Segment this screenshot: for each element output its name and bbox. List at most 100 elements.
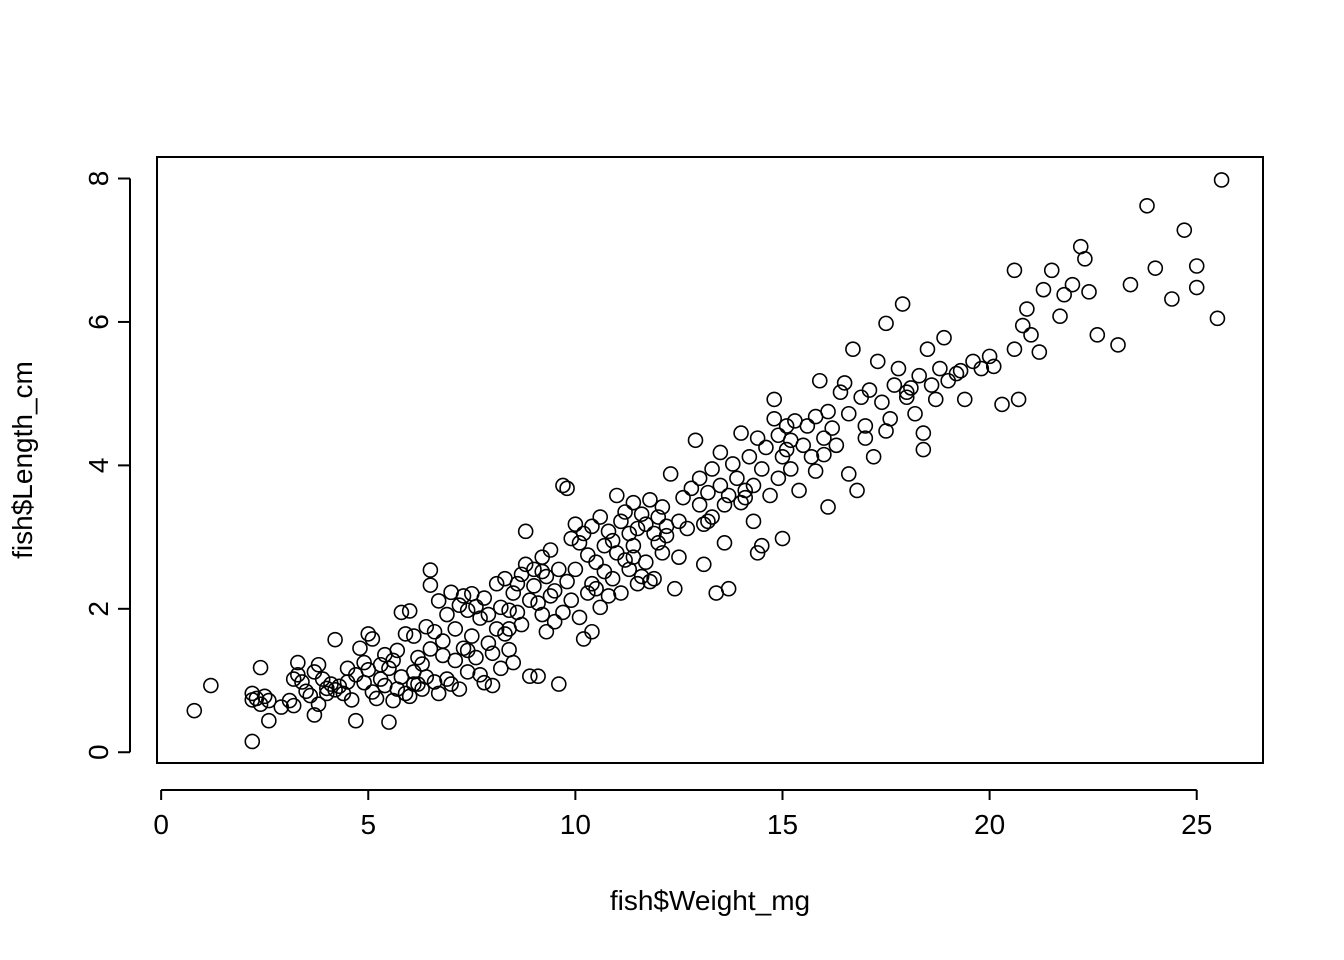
- data-point: [1043, 262, 1060, 279]
- data-point: [704, 509, 720, 525]
- data-point: [584, 623, 600, 640]
- data-point: [435, 633, 451, 649]
- y-tick-label: 6: [83, 314, 114, 330]
- data-point: [476, 590, 493, 606]
- data-point: [186, 702, 203, 719]
- data-point: [488, 575, 505, 592]
- data-point: [733, 425, 749, 441]
- data-point: [907, 405, 923, 422]
- data-point: [327, 631, 343, 648]
- data-point: [737, 489, 754, 506]
- data-point: [625, 494, 642, 511]
- data-point: [546, 583, 563, 599]
- data-point: [451, 597, 468, 614]
- plot-frame: [156, 156, 1264, 764]
- data-point: [1006, 262, 1023, 279]
- data-point: [252, 696, 269, 712]
- data-point: [447, 652, 464, 669]
- data-point: [886, 377, 903, 393]
- data-point: [422, 562, 439, 578]
- x-tick-label: 10: [560, 809, 591, 840]
- data-point: [592, 599, 609, 616]
- x-axis-label: fish$Weight_mg: [610, 885, 810, 916]
- data-point: [244, 733, 261, 750]
- data-point: [704, 461, 720, 477]
- data-point: [505, 654, 522, 671]
- data-point: [737, 482, 754, 499]
- data-point: [658, 527, 675, 544]
- data-point: [712, 477, 729, 494]
- data-point: [824, 420, 840, 436]
- data-point: [836, 375, 853, 391]
- data-point: [683, 480, 700, 497]
- data-point: [994, 396, 1010, 413]
- data-point: [310, 696, 327, 712]
- x-axis: 0 5 10 15 20 25: [153, 789, 1212, 840]
- data-point: [567, 516, 584, 532]
- data-point: [604, 570, 621, 587]
- data-point: [298, 683, 314, 700]
- data-point: [729, 470, 745, 487]
- data-point: [894, 296, 911, 312]
- data-point: [406, 628, 422, 644]
- data-point: [774, 530, 791, 547]
- data-point: [422, 641, 439, 657]
- data-point: [285, 697, 302, 714]
- data-point: [903, 380, 919, 396]
- data-point: [480, 635, 497, 652]
- data-point: [571, 535, 588, 551]
- data-point: [778, 418, 795, 434]
- data-point: [352, 640, 368, 657]
- data-point: [778, 441, 795, 458]
- data-point: [654, 499, 671, 515]
- data-point: [625, 537, 642, 554]
- data-point: [542, 542, 559, 558]
- data-point: [919, 341, 936, 357]
- data-point: [613, 513, 629, 530]
- data-point: [1014, 317, 1031, 334]
- data-point: [1176, 222, 1193, 238]
- data-point: [1213, 172, 1230, 188]
- data-point: [596, 563, 613, 580]
- data-point: [559, 480, 575, 497]
- data-point: [530, 668, 546, 685]
- data-point: [675, 489, 691, 506]
- data-point: [575, 525, 592, 542]
- data-point: [447, 621, 464, 637]
- data-point: [256, 688, 273, 705]
- data-point: [534, 563, 551, 580]
- data-point: [758, 439, 774, 456]
- data-point: [426, 623, 443, 640]
- data-point: [874, 394, 890, 411]
- data-point: [861, 382, 878, 398]
- data-point: [799, 418, 816, 434]
- data-point: [430, 685, 447, 702]
- data-point: [654, 545, 671, 561]
- data-point: [720, 487, 737, 504]
- data-point: [741, 448, 758, 465]
- data-point: [1010, 391, 1027, 408]
- data-point: [397, 685, 414, 702]
- data-point: [936, 329, 952, 346]
- data-point: [406, 676, 422, 692]
- data-point: [584, 575, 600, 592]
- data-point: [1139, 197, 1155, 214]
- data-point: [898, 384, 915, 401]
- data-point: [393, 604, 410, 621]
- data-point: [646, 525, 662, 542]
- data-point: [1023, 327, 1039, 343]
- data-point: [695, 516, 712, 532]
- data-point: [526, 578, 542, 594]
- data-point: [629, 520, 646, 537]
- data-point: [563, 592, 580, 609]
- data-point: [360, 626, 377, 642]
- data-point: [1209, 310, 1226, 327]
- data-point: [480, 606, 497, 623]
- data-point: [567, 561, 584, 578]
- data-point: [869, 353, 886, 370]
- x-tick-label: 20: [974, 809, 1005, 840]
- data-point: [687, 432, 704, 449]
- data-point: [791, 482, 807, 499]
- data-points: [186, 172, 1230, 750]
- data-point: [782, 461, 799, 477]
